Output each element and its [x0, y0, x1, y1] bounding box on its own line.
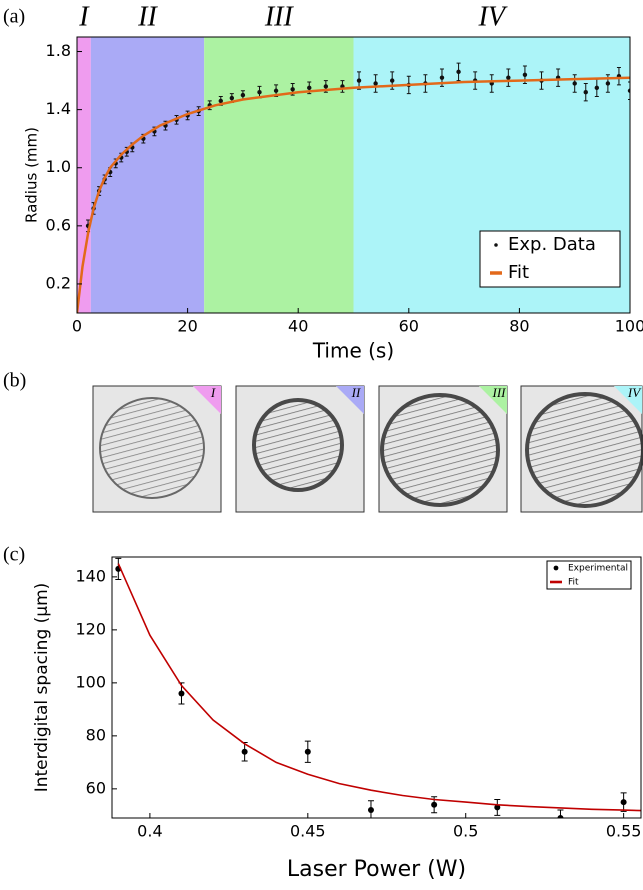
- data-point: [594, 85, 600, 91]
- data-point: [373, 81, 378, 86]
- x-tick-label: 0.4: [137, 822, 162, 841]
- legend-label: Fit: [568, 578, 579, 588]
- data-point: [557, 815, 564, 818]
- data-point: [620, 799, 627, 806]
- y-tick-label: 1.4: [46, 99, 71, 118]
- fit-line: [117, 563, 641, 812]
- data-point: [456, 69, 461, 75]
- data-point: [494, 804, 501, 811]
- data-point: [273, 88, 279, 93]
- y-tick-label: 1.0: [46, 157, 71, 176]
- image-tag: IV: [627, 385, 642, 400]
- data-point: [241, 748, 248, 755]
- micrograph: III: [378, 385, 508, 513]
- error-bar: [628, 81, 630, 100]
- legend-label: Fit: [508, 262, 529, 283]
- region: [77, 37, 91, 313]
- x-tick-label: 60: [399, 317, 419, 336]
- legend-swatch: [553, 565, 559, 571]
- x-tick-label: 20: [177, 317, 197, 336]
- data-point: [218, 98, 223, 104]
- fit-line: [77, 76, 630, 313]
- x-tick-label: 0.5: [453, 822, 478, 841]
- data-point: [367, 807, 374, 814]
- data-point: [522, 72, 528, 77]
- data-point: [572, 81, 577, 86]
- y-tick-label: 60: [86, 778, 106, 797]
- data-point: [240, 92, 246, 98]
- legend-swatch: [494, 243, 498, 247]
- data-point: [627, 88, 630, 93]
- region-label: I: [78, 1, 90, 32]
- region-label: IV: [478, 1, 508, 32]
- panel-label: (c): [3, 544, 25, 566]
- y-tick-label: 0.2: [46, 273, 71, 292]
- y-tick-label: 140: [75, 566, 106, 585]
- micrograph: I: [92, 385, 222, 513]
- y-tick-label: 100: [75, 672, 106, 691]
- x-axis-label: Laser Power (W): [287, 857, 466, 882]
- data-point: [323, 84, 329, 89]
- y-tick-label: 80: [86, 725, 106, 744]
- data-point: [290, 87, 295, 92]
- region: [90, 37, 205, 313]
- x-tick-label: 0.55: [606, 822, 642, 841]
- micrograph: II: [235, 385, 365, 513]
- region-label: III: [264, 1, 295, 32]
- micrograph: IV: [520, 385, 643, 513]
- data-point: [439, 75, 445, 80]
- plot-frame: [76, 36, 631, 314]
- image-tag: III: [492, 385, 507, 400]
- data-point: [583, 90, 588, 95]
- x-tick-label: 100: [615, 317, 643, 336]
- legend-box: [546, 560, 632, 590]
- region: [204, 37, 354, 313]
- data-point: [356, 78, 362, 83]
- y-tick-label: 120: [75, 619, 106, 638]
- panel-label: (a): [3, 6, 25, 28]
- x-tick-label: 0.45: [290, 822, 326, 841]
- x-axis-label: Time (s): [312, 339, 394, 363]
- plot-area: [115, 557, 641, 818]
- y-tick-label: 0.6: [46, 215, 71, 234]
- image-tag: II: [351, 385, 361, 400]
- y-axis-label: Interdigital spacing (μm): [32, 583, 52, 793]
- data-point: [431, 801, 438, 808]
- x-tick-label: 80: [509, 317, 529, 336]
- x-tick-label: 40: [288, 317, 308, 336]
- region-label: II: [137, 1, 158, 32]
- legend-label: Exp. Data: [508, 234, 596, 255]
- legend-box: [479, 230, 621, 288]
- plot-frame: [111, 556, 642, 819]
- data-point: [390, 78, 395, 83]
- panel-label: (b): [3, 370, 26, 392]
- data-point: [605, 81, 611, 86]
- data-point: [304, 748, 311, 755]
- error-bar: [557, 809, 564, 818]
- x-tick-label: 0: [72, 317, 82, 336]
- y-axis-label: Radius (mm): [23, 127, 41, 223]
- legend-label: Experimental: [568, 564, 628, 574]
- data-point: [229, 95, 235, 101]
- data-point: [257, 90, 262, 95]
- image-tag: I: [210, 385, 216, 400]
- data-point: [307, 85, 312, 91]
- data-point: [506, 75, 511, 80]
- y-tick-label: 1.8: [46, 41, 71, 60]
- data-point: [178, 690, 185, 697]
